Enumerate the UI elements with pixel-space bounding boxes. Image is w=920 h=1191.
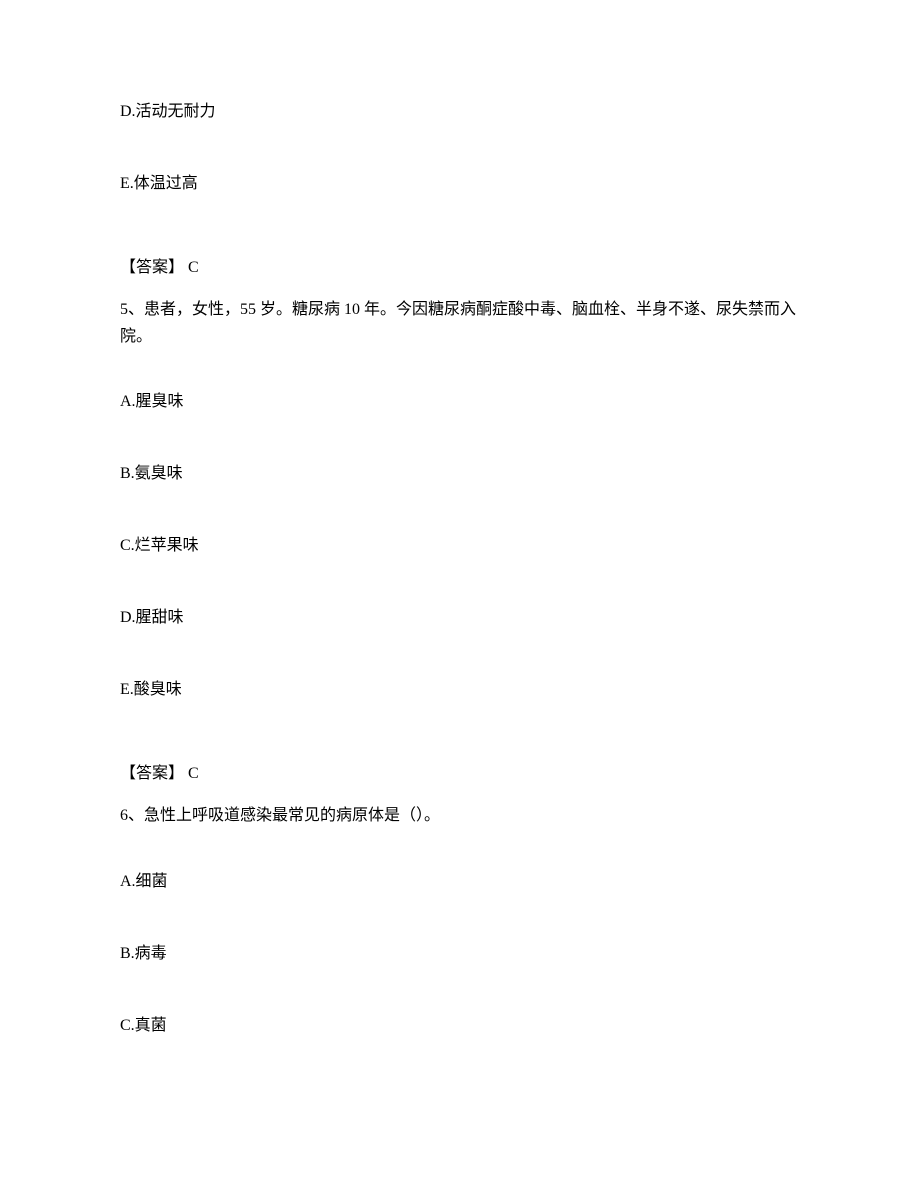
q5-option-d: D.腥甜味 [120, 606, 800, 630]
q4-option-e: E.体温过高 [120, 172, 800, 196]
q5-option-b: B.氨臭味 [120, 462, 800, 486]
q6-stem: 6、急性上呼吸道感染最常见的病原体是（）。 [120, 802, 800, 829]
q6-option-c: C.真菌 [120, 1014, 800, 1038]
q5-option-a: A.腥臭味 [120, 390, 800, 414]
q5-option-c: C.烂苹果味 [120, 534, 800, 558]
q6-option-a: A.细菌 [120, 870, 800, 894]
q5-answer-label: 【答案】 C [120, 762, 800, 786]
q6-option-b: B.病毒 [120, 942, 800, 966]
q5-stem: 5、患者，女性，55 岁。糖尿病 10 年。今因糖尿病酮症酸中毒、脑血栓、半身不… [120, 296, 800, 350]
q4-option-d: D.活动无耐力 [120, 100, 800, 124]
q5-option-e: E.酸臭味 [120, 678, 800, 702]
q4-answer-label: 【答案】 C [120, 256, 800, 280]
